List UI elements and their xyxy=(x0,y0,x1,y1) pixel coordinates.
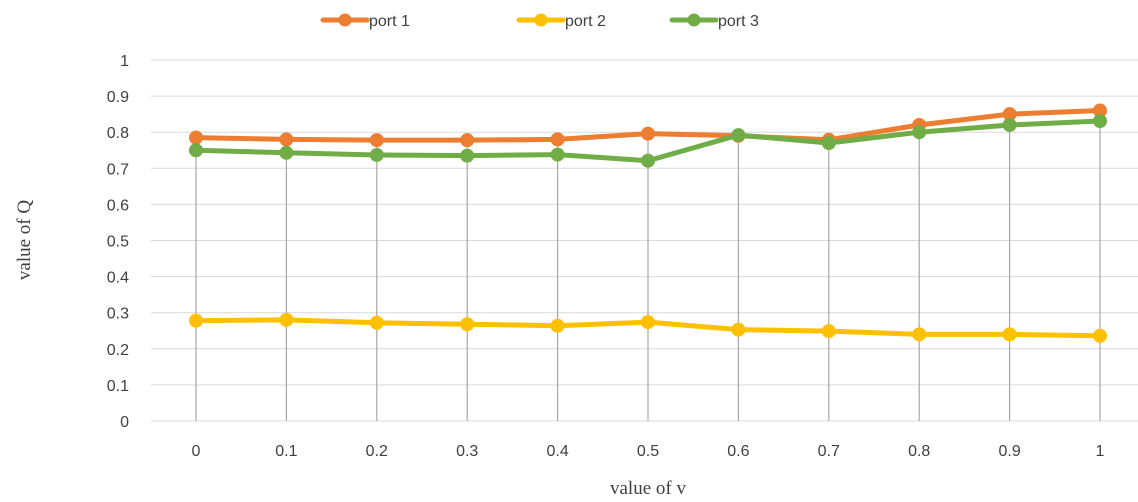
legend-label: port 1 xyxy=(369,13,410,30)
data-point xyxy=(1093,328,1107,343)
data-point xyxy=(641,126,655,141)
x-tick-label: 0.1 xyxy=(275,443,297,460)
data-point xyxy=(912,125,927,140)
y-tick-label: 0.5 xyxy=(107,234,129,251)
data-point xyxy=(279,312,294,327)
data-point xyxy=(550,147,565,162)
legend-item: port 2 xyxy=(516,13,606,30)
y-tick-label: 1 xyxy=(120,53,129,70)
legend-marker xyxy=(534,13,548,27)
legend: port 1 port 2 port 3 xyxy=(320,13,759,30)
y-axis-title: value of Q xyxy=(14,200,35,280)
data-point xyxy=(369,147,384,162)
y-tick-label: 0.4 xyxy=(107,270,129,287)
data-point xyxy=(731,128,746,143)
data-point xyxy=(460,148,475,163)
data-point xyxy=(821,136,836,151)
x-tick-label: 0.7 xyxy=(818,443,840,460)
x-tick-label: 0.5 xyxy=(637,443,659,460)
data-point xyxy=(912,327,927,342)
data-point xyxy=(189,313,203,328)
legend-marker xyxy=(687,13,701,27)
data-point xyxy=(279,145,294,160)
data-point xyxy=(189,143,203,158)
data-point xyxy=(189,130,203,145)
data-point xyxy=(369,133,384,148)
x-axis-title: value of v xyxy=(610,478,686,499)
series-port-3 xyxy=(189,114,1107,168)
data-point xyxy=(641,315,655,330)
x-tick-label: 0 xyxy=(192,443,201,460)
legend-label: port 3 xyxy=(718,13,759,30)
y-axis-ticks: 0 0.1 0.2 0.3 0.4 0.5 0.6 0.7 0.8 0.9 1 xyxy=(107,53,129,431)
grid xyxy=(151,59,1138,422)
y-tick-label: 0.8 xyxy=(107,125,129,142)
data-point xyxy=(550,132,565,147)
y-tick-label: 0.3 xyxy=(107,306,129,323)
series-port-2 xyxy=(189,312,1107,343)
data-point xyxy=(1002,117,1017,132)
x-tick-label: 0.8 xyxy=(908,443,930,460)
legend-marker xyxy=(338,13,352,27)
y-tick-label: 0.2 xyxy=(107,342,129,359)
data-point xyxy=(641,153,655,168)
data-point xyxy=(821,324,836,339)
data-point xyxy=(1093,114,1107,129)
data-point xyxy=(550,318,565,333)
legend-item: port 1 xyxy=(320,13,410,30)
x-tick-label: 1 xyxy=(1096,443,1105,460)
legend-item: port 3 xyxy=(669,13,759,30)
y-tick-label: 0.7 xyxy=(107,161,129,178)
data-point xyxy=(279,132,294,147)
data-point xyxy=(460,317,475,332)
x-tick-label: 0.3 xyxy=(456,443,478,460)
y-tick-label: 0.1 xyxy=(107,378,129,395)
data-point xyxy=(1002,327,1017,342)
x-tick-label: 0.6 xyxy=(727,443,749,460)
data-point xyxy=(731,322,746,337)
series-port-1 xyxy=(189,103,1107,148)
data-point xyxy=(369,315,384,330)
x-tick-label: 0.9 xyxy=(998,443,1020,460)
y-tick-label: 0.6 xyxy=(107,197,129,214)
x-tick-label: 0.2 xyxy=(366,443,388,460)
legend-label: port 2 xyxy=(565,13,606,30)
data-point xyxy=(460,133,475,148)
x-axis-ticks: 0 0.1 0.2 0.3 0.4 0.5 0.6 0.7 0.8 0.9 1 xyxy=(192,443,1105,460)
y-tick-label: 0 xyxy=(120,414,129,431)
x-tick-label: 0.4 xyxy=(546,443,568,460)
y-tick-label: 0.9 xyxy=(107,89,129,106)
series-lines xyxy=(189,103,1107,343)
